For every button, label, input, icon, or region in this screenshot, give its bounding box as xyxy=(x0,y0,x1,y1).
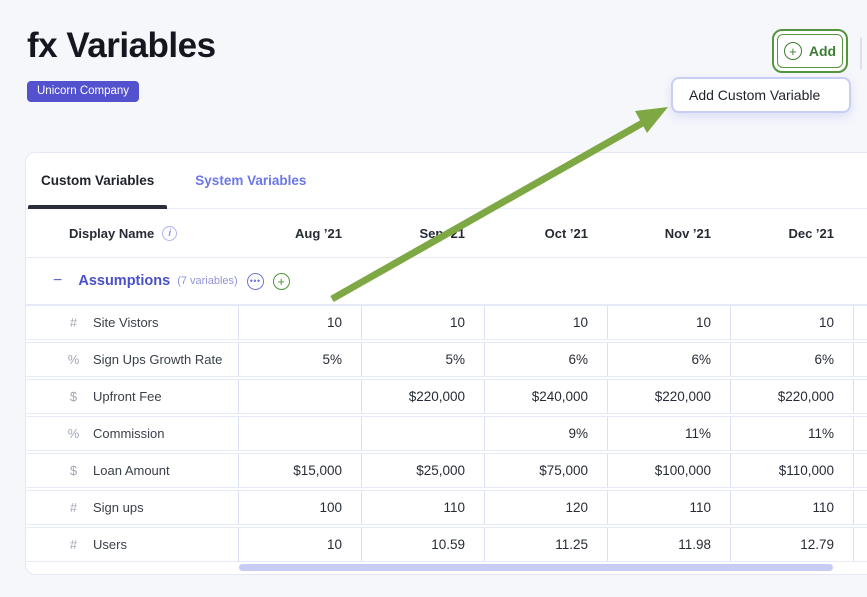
table-row: # Sign ups 100 110 120 110 110 xyxy=(26,490,867,525)
value-cell[interactable]: 9% xyxy=(484,417,607,450)
value-cell-partial xyxy=(853,306,867,339)
value-cell-partial xyxy=(853,417,867,450)
company-badge[interactable]: Unicorn Company xyxy=(27,81,140,102)
table-row: # Site Vistors 10 10 10 10 10 xyxy=(26,305,867,340)
table-row: # Users 10 10.59 11.25 11.98 12.79 xyxy=(26,527,867,562)
value-cell[interactable]: 11% xyxy=(607,417,730,450)
variable-name: Sign ups xyxy=(93,500,144,515)
add-button-label: Add xyxy=(808,43,837,59)
value-cell[interactable]: $75,000 xyxy=(484,454,607,487)
row-name-cell[interactable]: $ Loan Amount xyxy=(26,454,238,487)
table-row: $ Loan Amount $15,000 $25,000 $75,000 $100,… xyxy=(26,453,867,488)
row-name-cell[interactable]: % Sign Ups Growth Rate xyxy=(26,343,238,376)
variable-type-icon: # xyxy=(69,537,78,552)
value-cell[interactable]: 10 xyxy=(361,306,484,339)
add-button[interactable]: + Add xyxy=(772,29,848,73)
value-cell[interactable]: $220,000 xyxy=(730,380,853,413)
value-cell[interactable]: 110 xyxy=(607,491,730,524)
add-plus-icon: + xyxy=(783,42,802,60)
tab-custom-variables[interactable]: Custom Variables xyxy=(28,153,168,209)
variable-type-icon: % xyxy=(67,426,80,441)
group-name[interactable]: Assumptions xyxy=(78,273,171,289)
value-cell[interactable]: 10 xyxy=(730,306,853,339)
month-header-sep21: Sep ’21 xyxy=(419,225,465,241)
value-cell[interactable]: 110 xyxy=(730,491,853,524)
value-cell[interactable]: $100,000 xyxy=(607,454,730,487)
group-more-options-icon[interactable]: ••• xyxy=(246,272,264,290)
variable-type-icon: $ xyxy=(69,463,78,478)
value-cell[interactable]: 100 xyxy=(238,491,361,524)
variable-type-icon: # xyxy=(69,315,78,330)
value-cell[interactable]: 5% xyxy=(361,343,484,376)
value-cell[interactable]: 6% xyxy=(484,343,607,376)
collapse-icon[interactable]: − xyxy=(53,272,63,289)
value-cell[interactable]: 10 xyxy=(238,528,361,561)
row-name-cell[interactable]: $ Upfront Fee xyxy=(26,380,238,413)
group-add-variable-icon[interactable]: + xyxy=(272,272,290,290)
table-row: % Commission 9% 11% 11% xyxy=(26,416,867,451)
row-name-cell[interactable]: # Sign ups xyxy=(26,491,238,524)
value-cell[interactable]: 10 xyxy=(484,306,607,339)
page-title: fx Variables xyxy=(27,26,216,65)
value-cell[interactable]: 6% xyxy=(730,343,853,376)
value-cell[interactable]: $220,000 xyxy=(607,380,730,413)
value-cell[interactable] xyxy=(361,417,484,450)
info-icon[interactable]: i xyxy=(162,225,178,241)
horizontal-scrollbar-thumb[interactable] xyxy=(239,564,833,571)
value-cell-partial xyxy=(853,528,867,561)
display-name-header: Display Name i xyxy=(26,225,238,241)
value-cell[interactable]: 11.98 xyxy=(607,528,730,561)
value-cell[interactable]: $240,000 xyxy=(484,380,607,413)
value-cell-partial xyxy=(853,343,867,376)
table-row: % Sign Ups Growth Rate 5% 5% 6% 6% 6% xyxy=(26,342,867,377)
table-row: $ Upfront Fee $220,000 $240,000 $220,000 $2… xyxy=(26,379,867,414)
value-cell[interactable]: 10 xyxy=(607,306,730,339)
variable-type-icon: % xyxy=(67,352,80,367)
value-cell-partial xyxy=(853,380,867,413)
month-header-aug21: Aug ’21 xyxy=(295,225,342,241)
value-cell[interactable]: 110 xyxy=(361,491,484,524)
table-header-row: Display Name i Aug ’21 Sep ’21 Oct ’21 N… xyxy=(26,209,867,258)
variable-name: Users xyxy=(93,537,127,552)
row-name-cell[interactable]: # Users xyxy=(26,528,238,561)
rows-body: # Site Vistors 10 10 10 10 10 % Sign Ups Gro… xyxy=(26,305,867,562)
value-cell[interactable]: 12.79 xyxy=(730,528,853,561)
edge-divider xyxy=(860,37,862,70)
value-cell-partial xyxy=(853,491,867,524)
value-cell[interactable]: $110,000 xyxy=(730,454,853,487)
value-cell[interactable]: 5% xyxy=(238,343,361,376)
add-custom-variable-menu-item[interactable]: Add Custom Variable xyxy=(671,77,851,113)
variable-type-icon: # xyxy=(69,500,78,515)
value-cell-partial xyxy=(853,454,867,487)
value-cell[interactable]: 10.59 xyxy=(361,528,484,561)
group-row-assumptions: − Assumptions (7 variables) ••• + xyxy=(26,258,867,305)
month-header-oct21: Oct ’21 xyxy=(544,225,588,241)
variable-type-icon: $ xyxy=(69,389,78,404)
month-header-dec21: Dec ’21 xyxy=(788,225,834,241)
tab-bar: Custom Variables System Variables xyxy=(26,153,867,209)
variables-card: Custom Variables System Variables Displa… xyxy=(25,152,867,575)
variable-name: Commission xyxy=(93,426,165,441)
value-cell[interactable]: 120 xyxy=(484,491,607,524)
value-cell[interactable]: 6% xyxy=(607,343,730,376)
variable-name: Sign Ups Growth Rate xyxy=(93,352,223,367)
value-cell[interactable] xyxy=(238,380,361,413)
month-header-nov21: Nov ’21 xyxy=(664,225,711,241)
group-variable-count: (7 variables) xyxy=(177,275,238,287)
value-cell[interactable]: $220,000 xyxy=(361,380,484,413)
value-cell[interactable]: $25,000 xyxy=(361,454,484,487)
row-name-cell[interactable]: % Commission xyxy=(26,417,238,450)
row-name-cell[interactable]: # Site Vistors xyxy=(26,306,238,339)
tab-system-variables[interactable]: System Variables xyxy=(195,173,307,188)
variable-name: Loan Amount xyxy=(93,463,170,478)
variable-name: Site Vistors xyxy=(93,315,159,330)
value-cell[interactable]: 11% xyxy=(730,417,853,450)
value-cell[interactable]: 10 xyxy=(238,306,361,339)
value-cell[interactable] xyxy=(238,417,361,450)
variable-name: Upfront Fee xyxy=(93,389,162,404)
value-cell[interactable]: 11.25 xyxy=(484,528,607,561)
value-cell[interactable]: $15,000 xyxy=(238,454,361,487)
